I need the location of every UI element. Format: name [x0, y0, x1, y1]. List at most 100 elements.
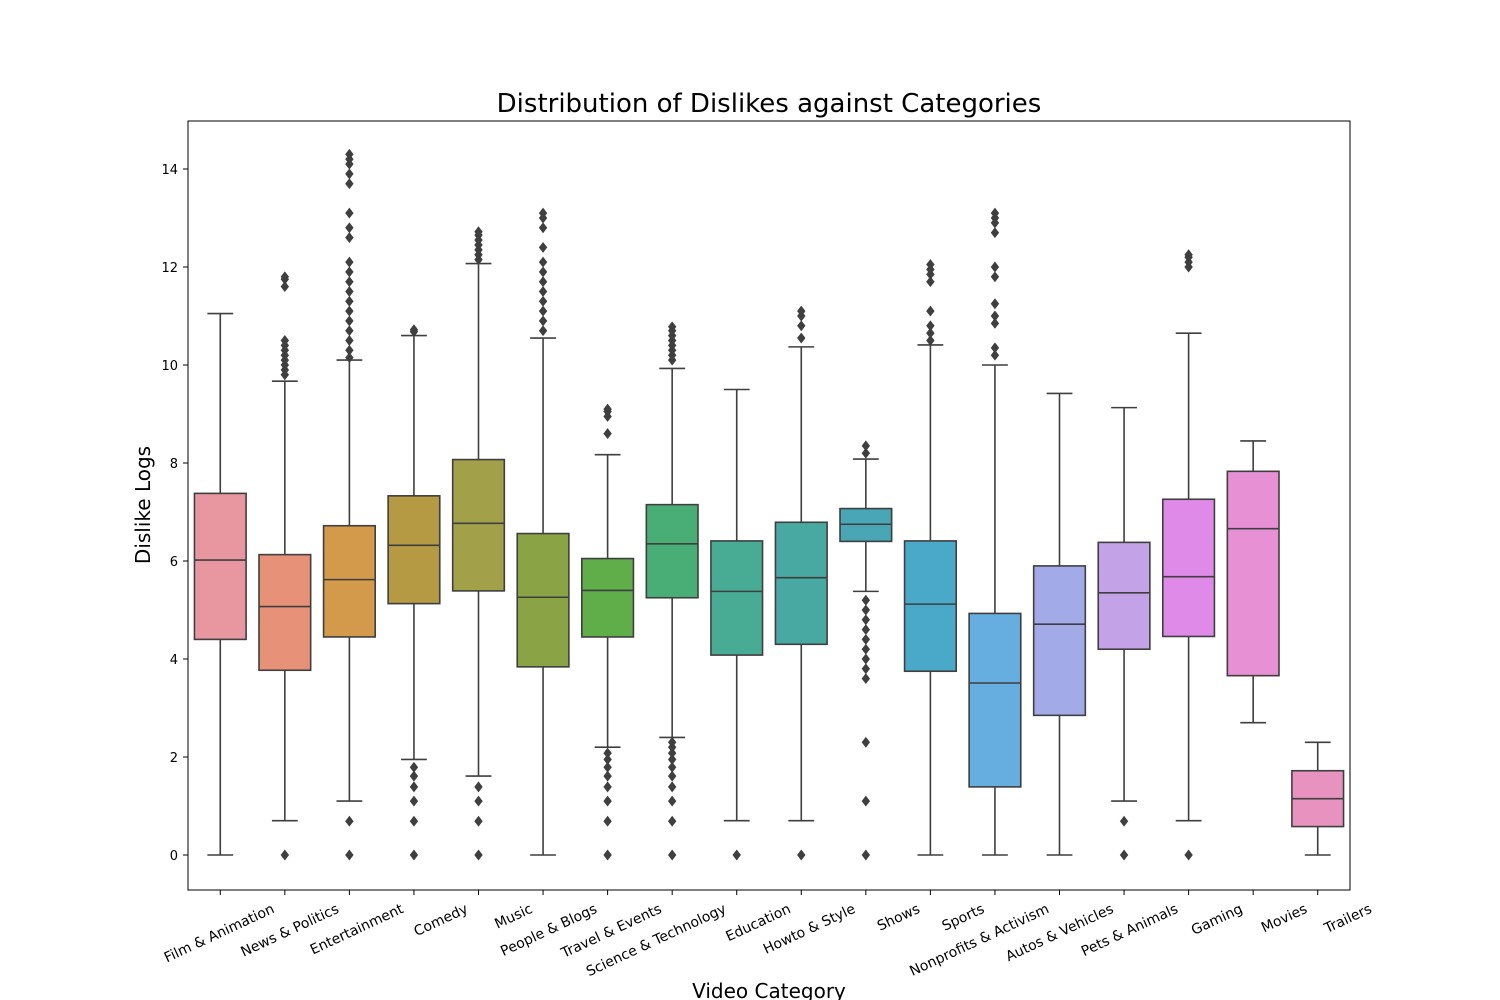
outlier-point — [538, 207, 548, 219]
x-tick-label: Movies — [1259, 901, 1310, 936]
outlier-point — [990, 271, 1000, 283]
box-travel-events — [580, 403, 635, 861]
outlier-point — [926, 305, 935, 317]
x-tick-label: Music — [492, 901, 535, 932]
outlier-point — [280, 849, 290, 861]
plot-frame — [187, 120, 1351, 891]
box-movies — [1226, 440, 1280, 724]
outlier-point — [861, 673, 871, 685]
box-shows — [839, 440, 893, 861]
outlier-point — [409, 781, 419, 793]
box-news-politics — [258, 271, 312, 861]
outlier-point — [603, 761, 612, 773]
outlier-point — [538, 305, 548, 317]
outlier-point — [797, 320, 806, 332]
iqr-box — [516, 532, 570, 668]
outlier-point — [538, 241, 548, 253]
outlier-point — [667, 761, 677, 773]
iqr-box — [710, 540, 764, 656]
box-howto-style — [774, 305, 828, 861]
outlier-point — [667, 753, 677, 765]
outlier-point — [345, 222, 354, 234]
outlier-point — [732, 849, 741, 861]
outlier-point — [474, 815, 483, 827]
outlier-point — [603, 849, 612, 861]
chart-title: Distribution of Dislikes against Categor… — [497, 89, 1042, 119]
outlier-point — [474, 226, 483, 238]
outlier-point — [1119, 849, 1129, 861]
outlier-point — [797, 305, 806, 317]
y-tick-label: 14 — [161, 163, 178, 178]
iqr-box — [774, 521, 828, 646]
outlier-point — [345, 849, 354, 861]
y-tick-label: 4 — [170, 653, 178, 668]
iqr-box — [387, 495, 441, 605]
outlier-point — [990, 261, 1000, 273]
outlier-point — [667, 747, 677, 759]
outlier-point — [926, 320, 935, 332]
outlier-point — [861, 447, 871, 459]
y-tick-label: 6 — [170, 555, 178, 570]
outlier-point — [990, 349, 1000, 361]
iqr-box — [1161, 498, 1216, 638]
iqr-box — [1097, 541, 1151, 651]
outlier-point — [538, 315, 548, 327]
outlier-point — [861, 440, 871, 452]
x-tick-label: Sports — [940, 901, 987, 934]
outlier-point — [861, 795, 871, 807]
outlier-point — [990, 298, 1000, 310]
outlier-point — [345, 352, 354, 364]
outlier-point — [603, 403, 612, 415]
outlier-point — [474, 849, 483, 861]
outlier-point — [345, 232, 354, 244]
outlier-point — [345, 266, 354, 278]
outlier-point — [538, 325, 548, 337]
outlier-point — [345, 305, 354, 317]
y-tick-label: 10 — [161, 359, 178, 374]
outlier-point — [861, 663, 871, 675]
outlier-point — [538, 295, 548, 307]
outlier-point — [345, 168, 354, 180]
x-tick-label: Shows — [875, 901, 923, 935]
outlier-point — [409, 770, 419, 782]
box-nonprofits-activism — [968, 207, 1022, 856]
box-entertainment — [322, 148, 377, 861]
outlier-point — [797, 332, 806, 344]
outlier-point — [667, 815, 677, 827]
outlier-point — [345, 344, 354, 356]
outlier-point — [603, 770, 612, 782]
iqr-box — [903, 540, 958, 673]
y-tick-label: 2 — [170, 751, 178, 766]
outlier-point — [603, 428, 612, 440]
outlier-point — [603, 781, 612, 793]
outlier-point — [409, 324, 419, 336]
outlier-point — [280, 271, 290, 283]
box-gaming — [1161, 249, 1216, 861]
box-pets-animals — [1097, 406, 1151, 861]
iqr-box — [1032, 565, 1087, 717]
outlier-point — [538, 256, 548, 268]
iqr-box — [258, 553, 312, 672]
x-tick-label: Film & Animation — [162, 901, 277, 966]
box-sports — [903, 259, 958, 856]
x-tick-label: Gaming — [1189, 901, 1245, 939]
outlier-point — [345, 256, 354, 268]
outlier-point — [409, 795, 419, 807]
outlier-point — [990, 310, 1000, 322]
outlier-point — [409, 815, 419, 827]
outlier-point — [280, 335, 290, 346]
outlier-point — [538, 276, 548, 288]
outlier-point — [861, 594, 871, 606]
box-trailers — [1291, 741, 1345, 856]
outlier-point — [345, 178, 354, 190]
outlier-point — [667, 781, 677, 793]
outlier-point — [667, 321, 677, 333]
y-tick-label: 12 — [161, 261, 178, 276]
x-tick-label: Comedy — [412, 901, 471, 940]
box-autos-vehicles — [1032, 392, 1087, 856]
outlier-point — [474, 795, 483, 807]
outlier-point — [603, 815, 612, 827]
outlier-point — [990, 227, 1000, 239]
outlier-point — [861, 736, 871, 748]
